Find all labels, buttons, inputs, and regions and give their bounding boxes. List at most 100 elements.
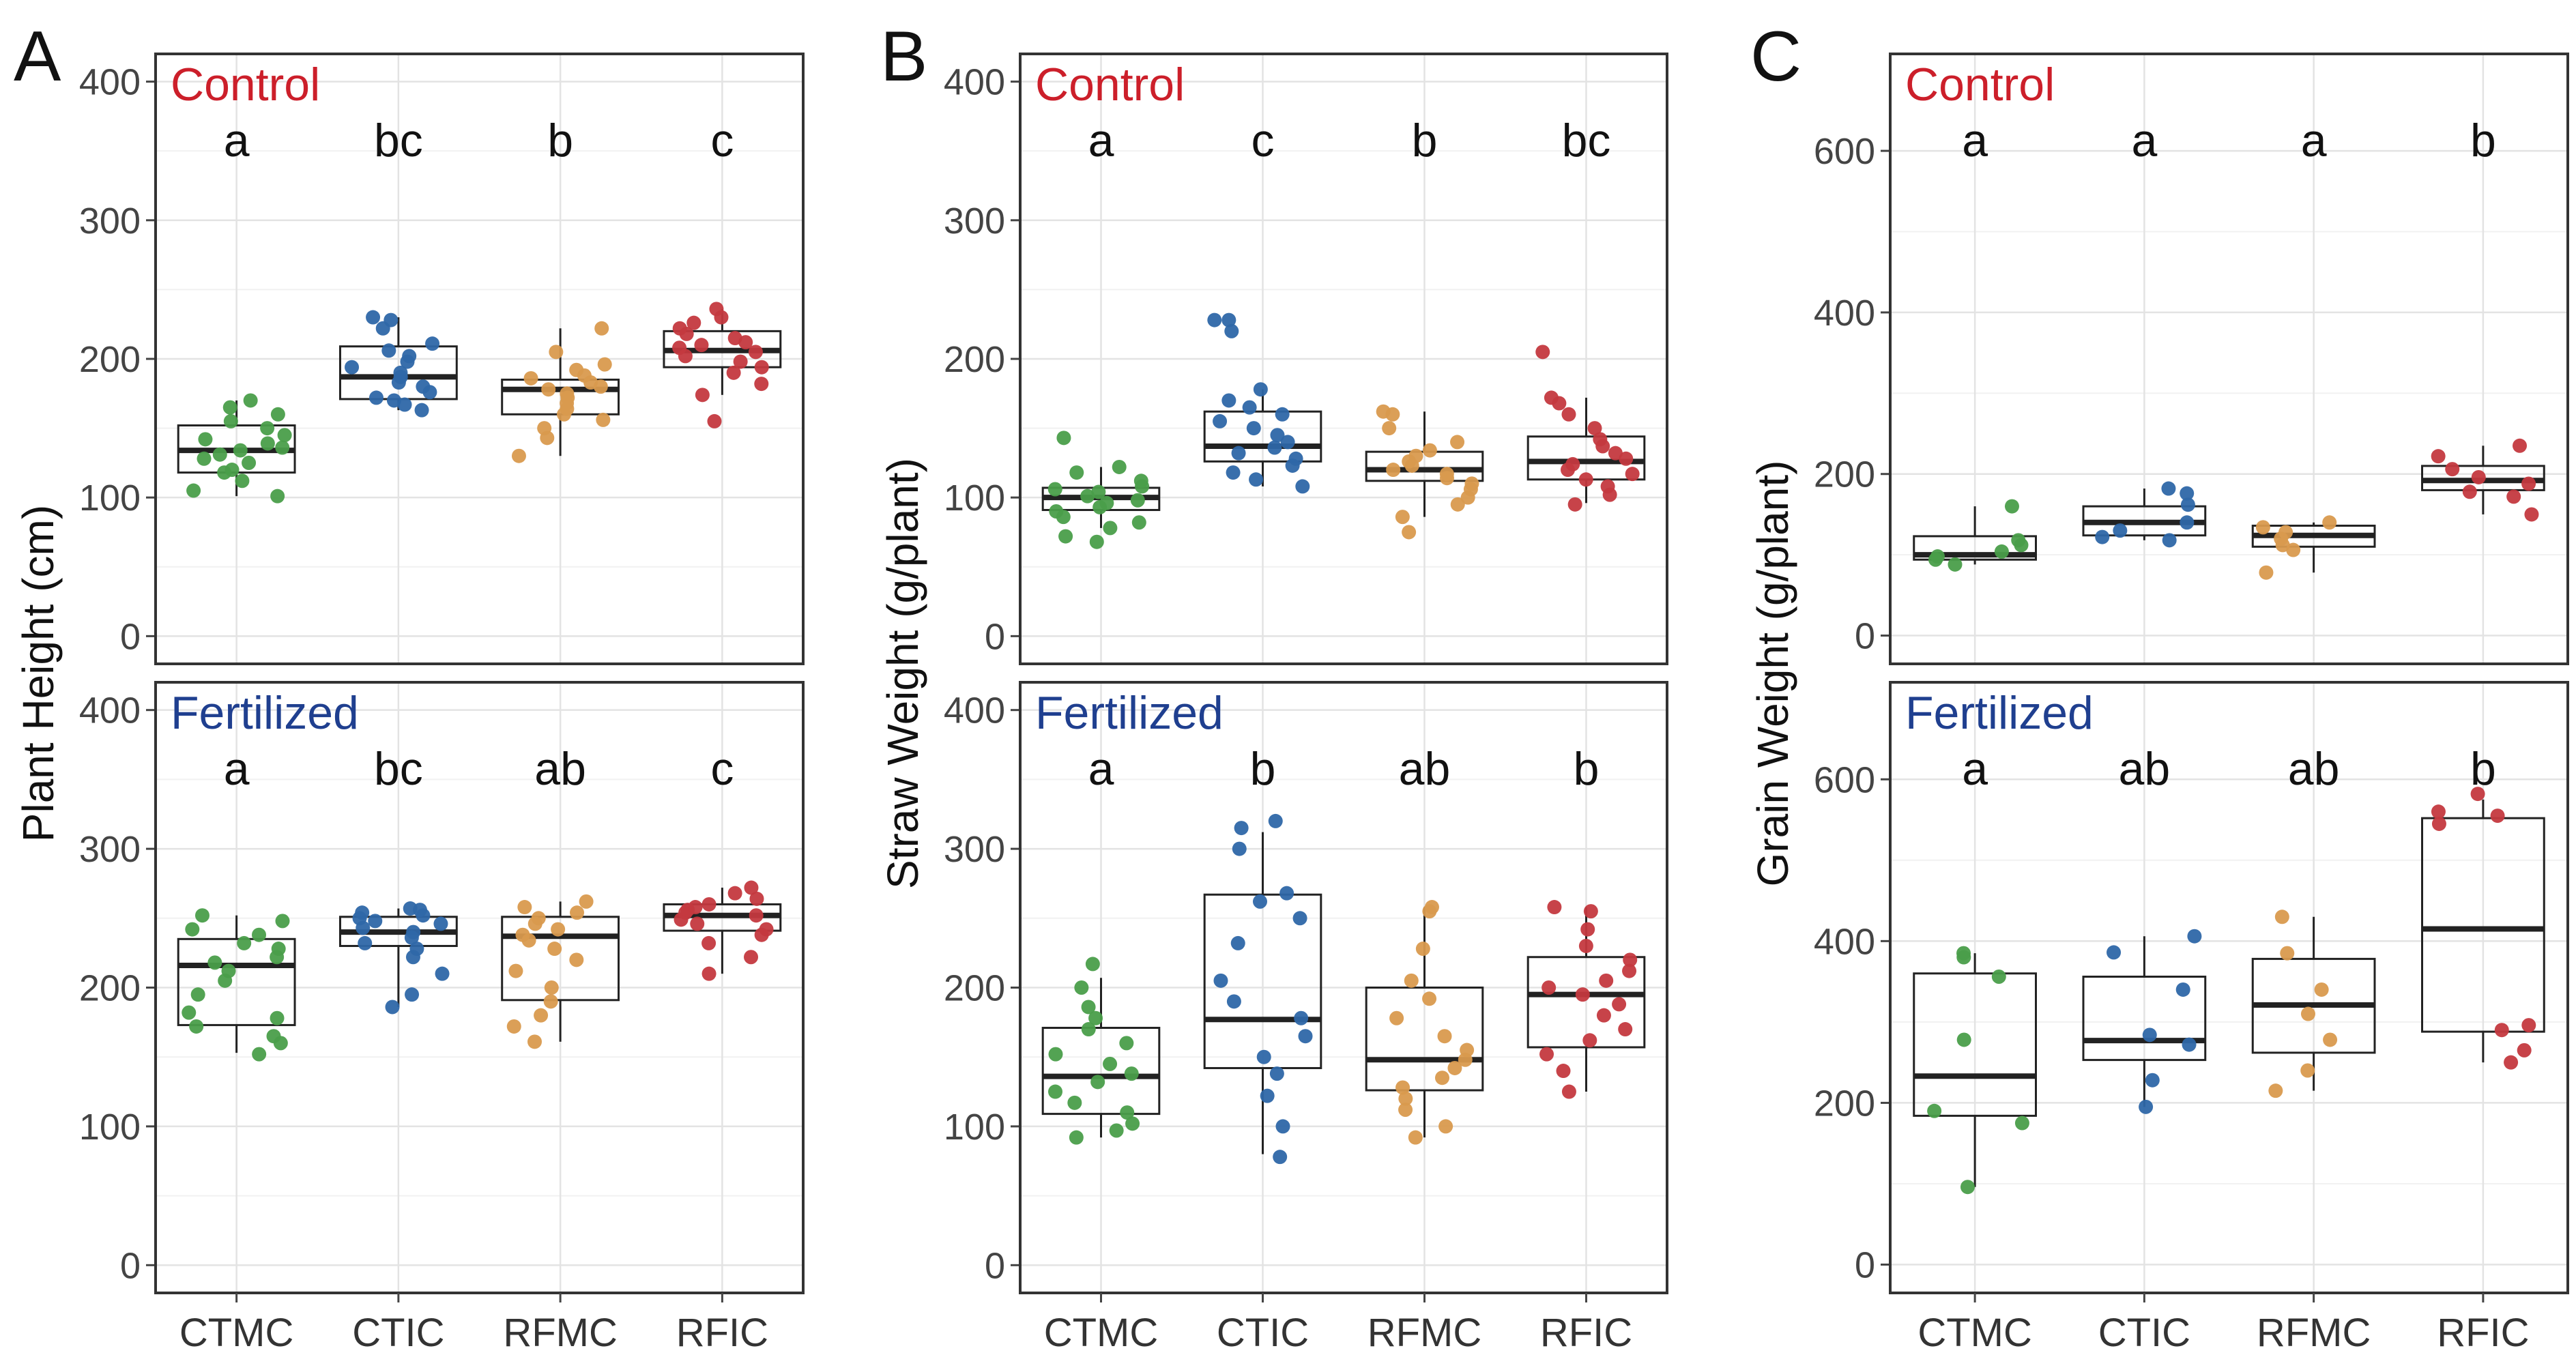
y-axis-label: Grain Weight (g/plant) [1748, 461, 1797, 887]
y-tick-label: 200 [79, 968, 141, 1009]
data-point [1930, 549, 1945, 564]
data-point [1130, 493, 1145, 508]
facet-border [1889, 53, 2569, 665]
data-point [2323, 1032, 2338, 1047]
data-point [1960, 1180, 1975, 1195]
significance-letter: bc [374, 115, 423, 166]
data-point [544, 980, 559, 995]
data-point [1395, 510, 1410, 525]
data-point [727, 886, 742, 901]
box-iqr [501, 916, 620, 1002]
data-point [1460, 1043, 1475, 1058]
points-rfic [672, 302, 769, 428]
data-point [1600, 479, 1615, 494]
data-point [1119, 1036, 1134, 1051]
box-rfmc [2251, 522, 2376, 573]
data-point [2268, 1083, 2283, 1098]
data-point [198, 432, 213, 447]
data-point [1253, 382, 1268, 397]
data-point [1103, 1056, 1118, 1071]
data-point [368, 914, 383, 929]
data-point [260, 436, 275, 451]
data-point [266, 1029, 281, 1044]
data-point [672, 321, 687, 336]
data-point [2517, 1043, 2532, 1058]
data-point [223, 413, 238, 428]
data-point [1048, 1047, 1063, 1062]
data-point [1422, 991, 1437, 1006]
data-point [2113, 523, 2128, 538]
data-point [534, 1008, 549, 1023]
data-point [1090, 1075, 1105, 1090]
data-point [527, 1034, 542, 1049]
data-point [2014, 1116, 2029, 1131]
data-point [1618, 1022, 1633, 1037]
data-point [1256, 1049, 1271, 1064]
data-point [1991, 969, 2006, 984]
data-point [727, 331, 742, 346]
data-point [2107, 945, 2122, 960]
data-point [1994, 544, 2009, 559]
data-point [523, 370, 538, 385]
data-point [749, 908, 764, 923]
y-axis-label: Plant Height (cm) [14, 505, 63, 842]
data-point [1582, 1033, 1597, 1048]
data-point [1619, 451, 1634, 466]
points-rfmc [2268, 909, 2338, 1098]
significance-letter: a [1962, 743, 1988, 795]
data-point [2521, 1018, 2536, 1033]
significance-letter: a [1962, 115, 1988, 166]
data-point [596, 412, 611, 427]
data-point [275, 440, 290, 455]
y-tick-label: 200 [1814, 454, 1875, 495]
data-point [1599, 973, 1614, 988]
y-tick-label: 400 [79, 62, 141, 103]
points-ctmc [186, 393, 292, 504]
data-point [1376, 404, 1391, 419]
significance-letter: bc [1562, 115, 1611, 166]
x-tick-label: CTIC [352, 1311, 444, 1355]
data-point [1295, 479, 1310, 494]
data-point [2278, 525, 2293, 540]
box-ctmc [1913, 953, 2037, 1187]
box-iqr [2421, 817, 2545, 1033]
data-point [1422, 443, 1437, 458]
data-point [597, 357, 612, 372]
data-point [1103, 521, 1118, 536]
data-point [2300, 1063, 2315, 1078]
data-point [2490, 808, 2505, 824]
y-tick-label: 200 [944, 968, 1005, 1009]
points-ctic [345, 310, 440, 418]
data-point [212, 447, 227, 462]
data-point [1069, 1130, 1084, 1145]
x-tick-label: CTMC [1044, 1311, 1159, 1355]
plot-background [1890, 682, 2568, 1293]
data-point [1242, 400, 1257, 415]
data-point [1608, 446, 1623, 461]
data-point [1279, 886, 1294, 901]
data-point [2162, 533, 2177, 548]
points-rfmc [506, 894, 594, 1049]
data-point [726, 365, 741, 380]
data-point [1099, 495, 1114, 510]
data-point [270, 1010, 285, 1025]
data-point [1213, 973, 1228, 988]
data-point [579, 894, 594, 909]
significance-letter: a [2131, 115, 2157, 166]
y-tick-label: 0 [985, 1245, 1005, 1286]
data-point [709, 302, 724, 317]
data-point [1230, 935, 1245, 950]
data-point [1408, 448, 1423, 463]
data-point [1438, 1119, 1453, 1134]
data-point [2255, 520, 2270, 535]
data-point [1091, 484, 1106, 499]
x-tick-label: RFIC [1540, 1311, 1632, 1355]
data-point [386, 393, 401, 408]
data-point [1587, 421, 1602, 436]
data-point [1109, 1123, 1124, 1138]
data-point [1124, 1066, 1139, 1081]
data-point [2470, 787, 2485, 802]
y-tick-label: 0 [120, 616, 141, 657]
y-tick-label: 300 [944, 829, 1005, 870]
